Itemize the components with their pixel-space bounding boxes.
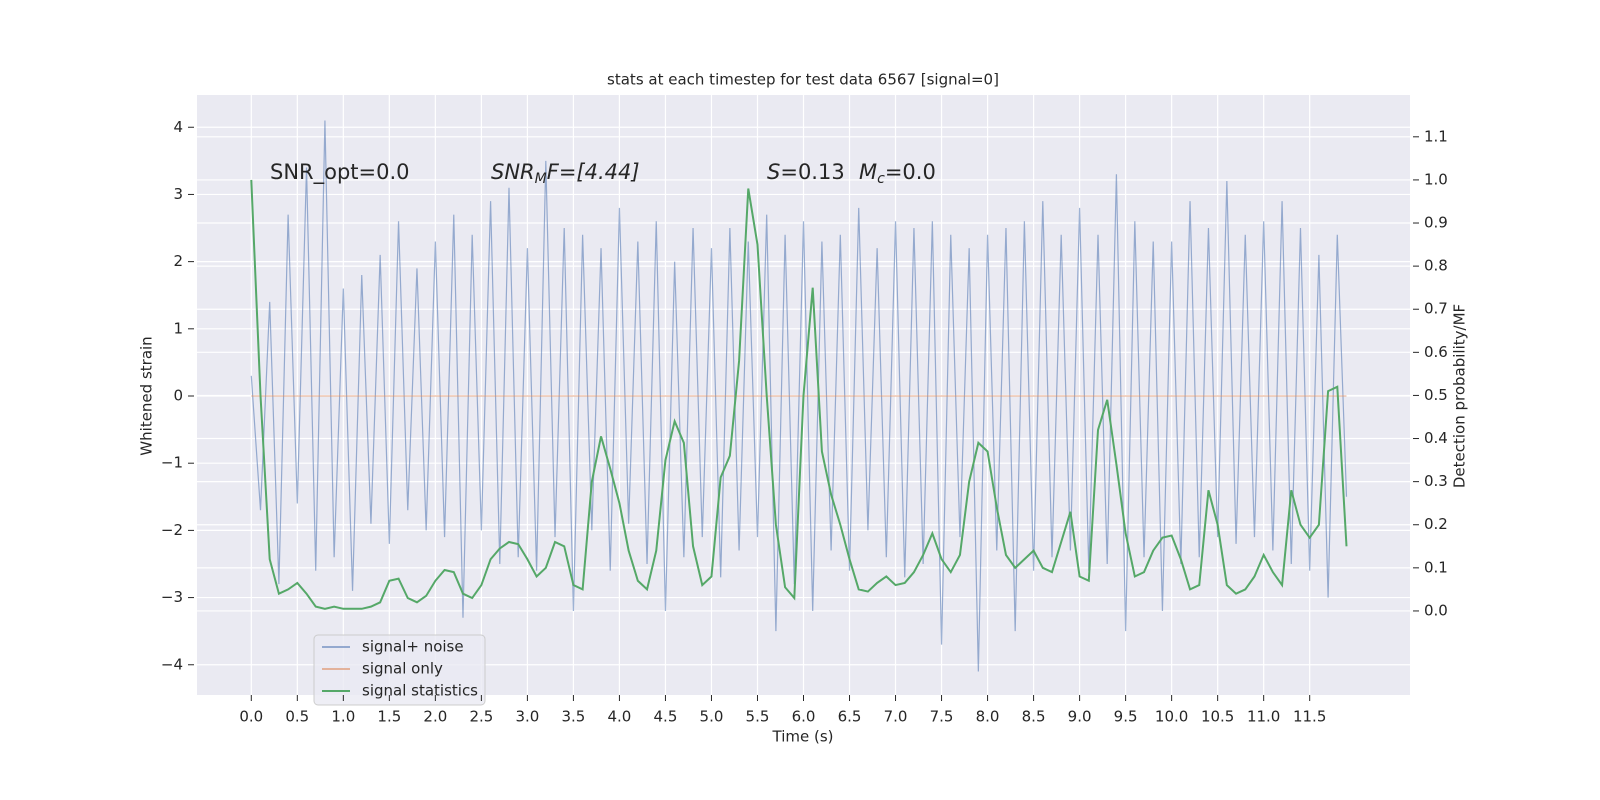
x-tick-label: 1.0 — [331, 708, 355, 726]
y-tick-label: 3 — [173, 185, 183, 203]
y-tick-label: 4 — [173, 118, 183, 136]
x-tick-label: 7.0 — [884, 708, 908, 726]
x-tick-label: 6.0 — [792, 708, 816, 726]
series-line — [250, 120, 1348, 672]
y2-tick-label: 0.6 — [1424, 343, 1448, 361]
annotation-part: M — [535, 171, 547, 187]
x-tick-label: 8.5 — [1022, 708, 1046, 726]
annotation: S=0.13 — [767, 160, 845, 184]
y-tick-label: 2 — [173, 252, 183, 270]
x-tick-label: 7.5 — [930, 708, 954, 726]
x-tick-label: 10.0 — [1155, 708, 1188, 726]
y2-tick-label: 0.7 — [1424, 300, 1448, 318]
x-tick-label: 5.0 — [700, 708, 724, 726]
x-tick-label: 11.0 — [1247, 708, 1280, 726]
x-tick-label: 0.0 — [239, 708, 263, 726]
y-axis-label: Whitened strain — [138, 336, 156, 455]
y2-tick-label: 0.3 — [1424, 472, 1448, 490]
legend-label: signal+ noise — [362, 638, 464, 656]
annotation-part: F=[4.44] — [547, 160, 640, 184]
y-tick-label: 0 — [173, 387, 183, 405]
y2-tick-label: 1.0 — [1424, 170, 1448, 188]
x-axis-label: Time (s) — [772, 728, 834, 746]
y-tick-label: 1 — [173, 319, 183, 337]
x-tick-label: 3.5 — [561, 708, 585, 726]
annotation: Mc=0.0 — [859, 160, 936, 187]
x-tick-label: 5.5 — [746, 708, 770, 726]
y2-tick-label: 0.0 — [1424, 601, 1448, 619]
y2-tick-label: 0.4 — [1424, 429, 1448, 447]
x-tick-label: 9.0 — [1068, 708, 1092, 726]
y2-axis-label: Detection probability/MF — [1451, 304, 1469, 488]
x-tick-label: 4.5 — [654, 708, 678, 726]
x-tick-label: 0.5 — [285, 708, 309, 726]
y2-tick-label: 0.9 — [1424, 214, 1448, 232]
y2-tick-label: 0.1 — [1424, 558, 1448, 576]
y-tick-label: −2 — [161, 521, 183, 539]
y2-tick-label: 0.5 — [1424, 386, 1448, 404]
annotation-part: =0.13 — [780, 160, 844, 184]
y-tick-label: −1 — [161, 454, 183, 472]
legend-box — [313, 634, 486, 706]
annotation-part: M — [859, 160, 877, 184]
legend-label: signal only — [362, 660, 443, 678]
annotation-part: =0.0 — [885, 160, 936, 184]
annotation-part: c — [877, 171, 885, 187]
x-tick-label: 3.0 — [515, 708, 539, 726]
x-tick-label: 11.5 — [1293, 708, 1326, 726]
legend-label: signal statistics — [362, 682, 478, 700]
y2-tick-label: 0.2 — [1424, 515, 1448, 533]
x-tick-label: 4.0 — [608, 708, 632, 726]
y-tick-label: −4 — [161, 655, 183, 673]
x-tick-label: 8.0 — [976, 708, 1000, 726]
y2-tick-label: 0.8 — [1424, 257, 1448, 275]
annotation-part: SNR — [491, 160, 535, 184]
x-tick-label: 6.5 — [838, 708, 862, 726]
x-tick-label: 10.5 — [1201, 708, 1234, 726]
x-tick-label: 9.5 — [1114, 708, 1138, 726]
x-tick-label: 2.0 — [423, 708, 447, 726]
x-tick-label: 1.5 — [377, 708, 401, 726]
y2-tick-label: 1.1 — [1424, 127, 1448, 145]
y-tick-label: −3 — [161, 588, 183, 606]
annotation: SNRMF=[4.44] — [491, 160, 640, 187]
series-line — [250, 179, 1348, 610]
x-tick-label: 2.5 — [469, 708, 493, 726]
chart-title: stats at each timestep for test data 656… — [607, 71, 999, 89]
annotation: SNR_opt=0.0 — [270, 160, 410, 185]
annotation-part: S — [767, 160, 780, 184]
